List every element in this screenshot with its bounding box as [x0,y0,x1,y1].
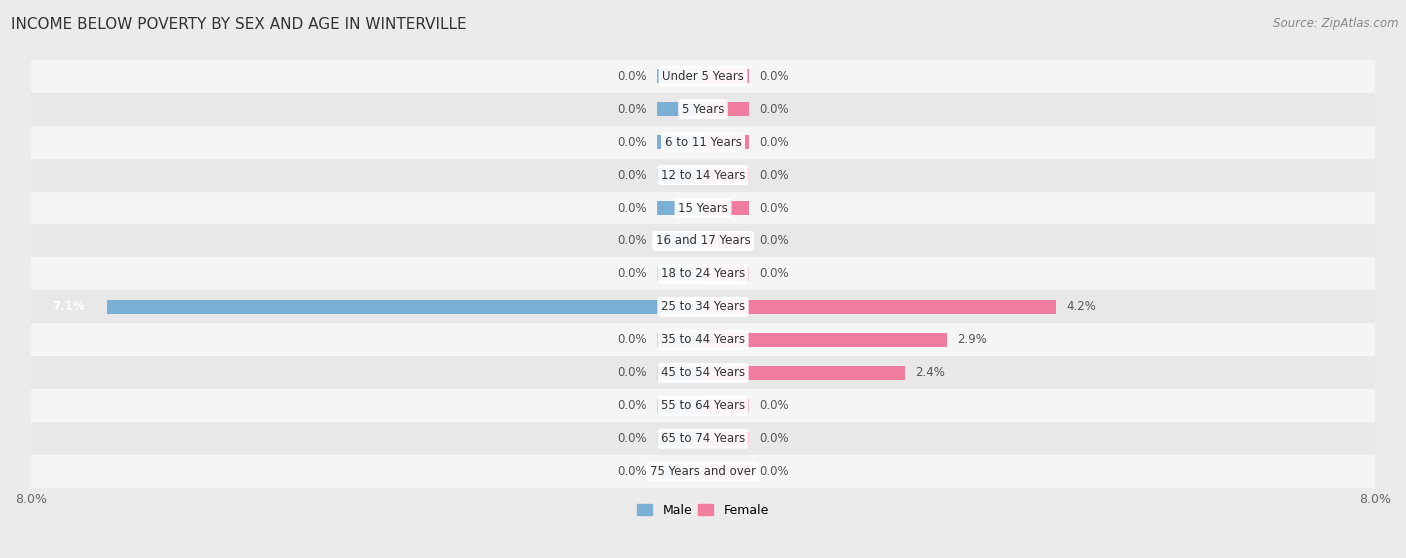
Bar [703,333,946,347]
Text: 0.0%: 0.0% [617,367,647,379]
Bar [703,201,749,215]
Text: 6 to 11 Years: 6 to 11 Years [665,136,741,148]
Bar [657,399,703,413]
Text: 0.0%: 0.0% [759,169,789,181]
Bar [657,135,703,149]
Text: 0.0%: 0.0% [617,70,647,83]
Text: 2.9%: 2.9% [956,333,987,347]
Bar [703,168,749,182]
Bar [31,290,1375,324]
Bar [703,465,749,479]
Bar [703,234,749,248]
Text: 15 Years: 15 Years [678,201,728,214]
Bar [657,267,703,281]
Bar [31,389,1375,422]
Bar [31,422,1375,455]
Text: Source: ZipAtlas.com: Source: ZipAtlas.com [1274,17,1399,30]
Text: 0.0%: 0.0% [617,267,647,281]
Bar [31,126,1375,158]
Text: 0.0%: 0.0% [759,103,789,116]
Text: 0.0%: 0.0% [759,70,789,83]
Text: 0.0%: 0.0% [617,465,647,478]
Text: INCOME BELOW POVERTY BY SEX AND AGE IN WINTERVILLE: INCOME BELOW POVERTY BY SEX AND AGE IN W… [11,17,467,32]
Legend: Male, Female: Male, Female [634,500,772,521]
Text: 12 to 14 Years: 12 to 14 Years [661,169,745,181]
Text: 0.0%: 0.0% [759,201,789,214]
Text: 0.0%: 0.0% [617,169,647,181]
Bar [703,300,1056,314]
Text: 4.2%: 4.2% [1066,300,1095,314]
Text: 0.0%: 0.0% [617,136,647,148]
Text: 0.0%: 0.0% [617,333,647,347]
Text: 0.0%: 0.0% [759,234,789,248]
Bar [703,102,749,116]
Text: 0.0%: 0.0% [759,136,789,148]
Bar [657,234,703,248]
Bar [703,432,749,446]
Text: 0.0%: 0.0% [759,267,789,281]
Text: 5 Years: 5 Years [682,103,724,116]
Bar [31,455,1375,488]
Bar [657,432,703,446]
Bar [657,102,703,116]
Bar [31,224,1375,257]
Bar [703,135,749,149]
Text: 75 Years and over: 75 Years and over [650,465,756,478]
Bar [31,60,1375,93]
Text: 35 to 44 Years: 35 to 44 Years [661,333,745,347]
Text: 2.4%: 2.4% [915,367,945,379]
Bar [703,366,904,380]
Text: 25 to 34 Years: 25 to 34 Years [661,300,745,314]
Text: Under 5 Years: Under 5 Years [662,70,744,83]
Text: 65 to 74 Years: 65 to 74 Years [661,432,745,445]
Bar [703,69,749,83]
Bar [31,93,1375,126]
Bar [31,324,1375,357]
Bar [657,201,703,215]
Text: 0.0%: 0.0% [617,432,647,445]
Text: 0.0%: 0.0% [617,103,647,116]
Bar [31,191,1375,224]
Text: 0.0%: 0.0% [759,432,789,445]
Bar [31,257,1375,290]
Text: 0.0%: 0.0% [759,465,789,478]
Bar [31,158,1375,191]
Text: 18 to 24 Years: 18 to 24 Years [661,267,745,281]
Text: 0.0%: 0.0% [759,400,789,412]
Text: 0.0%: 0.0% [617,400,647,412]
Bar [657,366,703,380]
Text: 55 to 64 Years: 55 to 64 Years [661,400,745,412]
Text: 0.0%: 0.0% [617,201,647,214]
Bar [31,357,1375,389]
Bar [107,300,703,314]
Bar [703,399,749,413]
Bar [657,333,703,347]
Bar [703,267,749,281]
Bar [657,69,703,83]
Text: 16 and 17 Years: 16 and 17 Years [655,234,751,248]
Text: 45 to 54 Years: 45 to 54 Years [661,367,745,379]
Bar [657,465,703,479]
Text: 7.1%: 7.1% [52,300,84,314]
Text: 0.0%: 0.0% [617,234,647,248]
Bar [657,168,703,182]
